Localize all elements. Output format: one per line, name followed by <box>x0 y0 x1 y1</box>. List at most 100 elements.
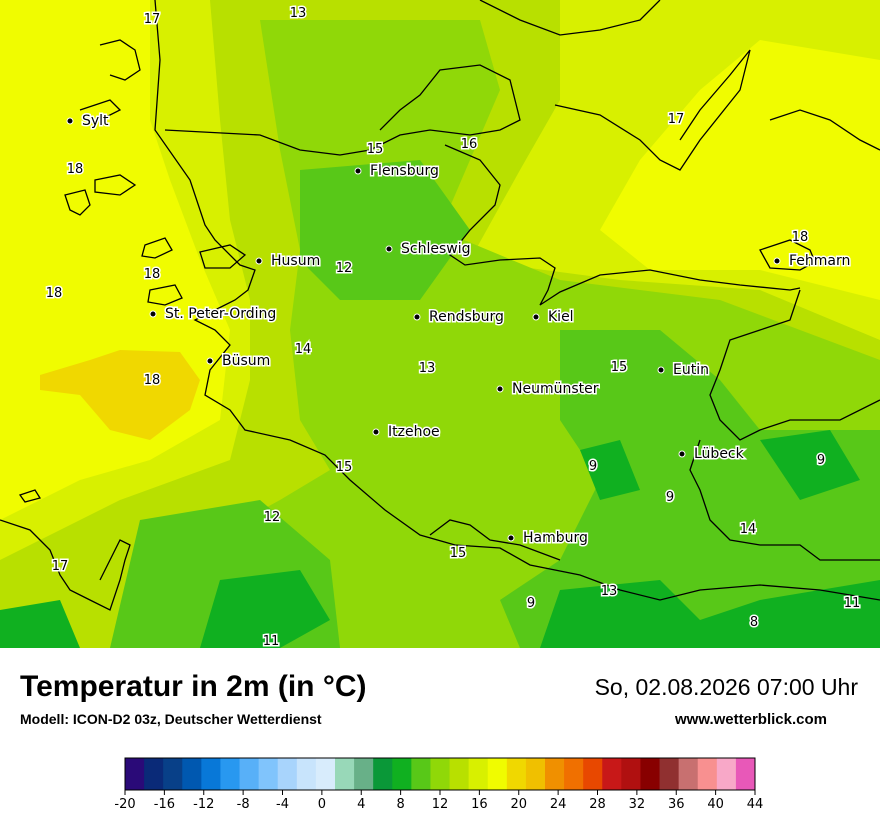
forecast-datetime: So, 02.08.2026 07:00 Uhr <box>594 674 858 700</box>
legend-tick-label: 12 <box>432 797 449 812</box>
city-label: Hamburg <box>523 530 588 546</box>
legend-swatch <box>182 758 202 790</box>
legend-swatch <box>392 758 412 790</box>
temperature-label: 11 <box>844 596 861 611</box>
temperature-label: 9 <box>817 453 825 468</box>
city-sylt[interactable]: Sylt <box>66 112 111 131</box>
legend-swatch <box>258 758 279 790</box>
temperature-label: 13 <box>290 6 307 21</box>
color-legend: -20 -16 -12 -8 -4 0 4 8 12 16 20 24 28 32 36 40 44 <box>114 756 774 820</box>
legend-swatch <box>525 758 546 790</box>
temperature-label: 18 <box>144 373 161 388</box>
legend-swatch <box>239 758 260 790</box>
legend-swatch <box>335 758 355 790</box>
legend-tick-label: 44 <box>747 797 764 812</box>
city-label: Itzehoe <box>388 424 440 440</box>
model-source: Modell: ICON-D2 03z, Deutscher Wetterdie… <box>20 711 322 727</box>
temperature-map[interactable]: 17 13 15 16 17 18 18 18 12 18 14 13 15 18 15 9 9 9 12 14 15 1… <box>0 0 880 648</box>
legend-tick-label: 28 <box>589 797 606 812</box>
legend-swatch <box>735 758 756 790</box>
city-rendsburg[interactable]: Rendsburg <box>413 308 505 327</box>
legend-swatch <box>220 758 241 790</box>
city-itzehoe[interactable]: Itzehoe <box>372 423 441 442</box>
city-label: Büsum <box>222 353 270 369</box>
city-label: Neumünster <box>512 381 599 397</box>
city-dot-icon <box>413 313 421 321</box>
temperature-label: 17 <box>144 12 161 27</box>
temperature-label: 17 <box>668 112 685 127</box>
legend-swatch <box>411 758 431 790</box>
city-dot-icon <box>507 534 515 542</box>
city-dot-icon <box>372 428 380 436</box>
legend-swatch <box>125 758 145 790</box>
city-flensburg[interactable]: Flensburg <box>354 162 440 181</box>
city-dot-icon <box>385 245 393 253</box>
temperature-label: 9 <box>666 490 674 505</box>
legend-swatch <box>621 758 641 790</box>
legend-tick-label: -8 <box>237 797 250 812</box>
legend-tick-label: -20 <box>114 797 135 812</box>
temperature-label: 11 <box>263 634 280 648</box>
legend-swatch <box>583 758 603 790</box>
legend-swatch <box>468 758 489 790</box>
legend-swatch <box>697 758 718 790</box>
city-dot-icon <box>354 167 362 175</box>
city-label: Kiel <box>548 309 574 325</box>
legend-swatch <box>640 758 661 790</box>
legend-swatch <box>564 758 584 790</box>
legend-tick-label: 16 <box>471 797 488 812</box>
city-fehmarn[interactable]: Fehmarn <box>773 252 852 271</box>
legend-tick-label: 4 <box>357 797 365 812</box>
field-green-4 <box>0 430 880 648</box>
field-green-3 <box>110 160 880 648</box>
legend-swatch <box>678 758 699 790</box>
city-label: Flensburg <box>370 163 439 179</box>
city-schleswig[interactable]: Schleswig <box>385 240 472 259</box>
legend-tick-label: 32 <box>629 797 646 812</box>
city-hamburg[interactable]: Hamburg <box>507 529 589 548</box>
city-dot-icon <box>773 257 781 265</box>
temperature-label: 12 <box>336 261 353 276</box>
city-kiel[interactable]: Kiel <box>532 308 575 327</box>
temperature-label: 18 <box>792 230 809 245</box>
legend-tick-label: 24 <box>550 797 567 812</box>
legend-swatch <box>354 758 374 790</box>
temperature-labels: 17 13 15 16 17 18 18 18 12 18 14 13 15 18 15 9 9 9 12 14 15 1… <box>44 5 862 649</box>
temperature-label: 18 <box>67 162 84 177</box>
legend-tick-label: 40 <box>707 797 724 812</box>
website-link[interactable]: www.wetterblick.com <box>675 711 827 728</box>
city-l-beck[interactable]: Lübeck <box>678 445 746 464</box>
temperature-label: 9 <box>589 459 597 474</box>
temperature-label: 13 <box>419 361 436 376</box>
legend-tick-label: -16 <box>154 797 175 812</box>
temperature-label: 8 <box>750 615 758 630</box>
city-st-peter-ording[interactable]: St. Peter-Ording <box>149 305 278 324</box>
temperature-label: 18 <box>46 286 63 301</box>
legend-swatch <box>602 758 622 790</box>
city-dot-icon <box>532 313 540 321</box>
legend-tick-label: 20 <box>510 797 527 812</box>
legend-swatch <box>296 758 317 790</box>
temperature-label: 14 <box>295 342 312 357</box>
city-dot-icon <box>657 366 665 374</box>
temperature-label: 17 <box>52 559 69 574</box>
city-neum-nster[interactable]: Neumünster <box>496 380 600 399</box>
legend-swatch <box>487 758 508 790</box>
legend-swatch <box>716 758 737 790</box>
temperature-label: 15 <box>367 142 384 157</box>
temperature-label: 16 <box>461 137 478 152</box>
city-dot-icon <box>678 450 686 458</box>
temperature-label: 14 <box>740 522 757 537</box>
city-label: Schleswig <box>401 241 470 257</box>
legend-tick-label: -12 <box>193 797 214 812</box>
temperature-label: 9 <box>527 596 535 611</box>
city-dot-icon <box>255 257 263 265</box>
city-label: Rendsburg <box>429 309 504 325</box>
city-husum[interactable]: Husum <box>255 252 322 271</box>
city-dot-icon <box>149 310 157 318</box>
city-label: St. Peter-Ording <box>165 306 276 322</box>
legend-swatch <box>315 758 336 790</box>
city-eutin[interactable]: Eutin <box>657 361 710 380</box>
city-b-sum[interactable]: Büsum <box>206 352 272 371</box>
city-label: Eutin <box>673 362 709 378</box>
